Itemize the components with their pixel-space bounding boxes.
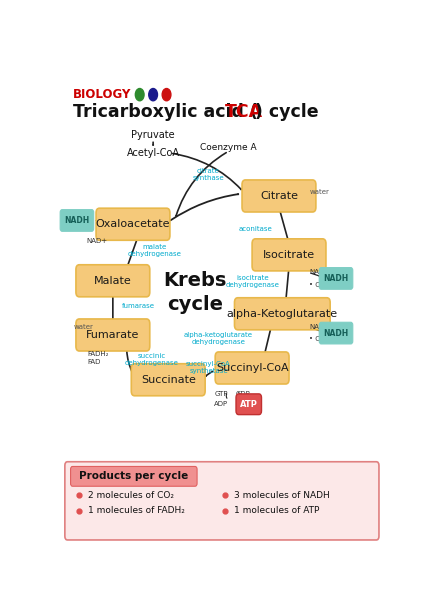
Circle shape bbox=[162, 89, 171, 101]
Text: BIOLOGY: BIOLOGY bbox=[73, 88, 131, 101]
Text: malate
dehydrogenase: malate dehydrogenase bbox=[128, 244, 182, 257]
Circle shape bbox=[136, 89, 144, 101]
Text: Coenzyme A: Coenzyme A bbox=[200, 143, 257, 152]
Text: aconitase: aconitase bbox=[239, 226, 272, 232]
FancyBboxPatch shape bbox=[319, 267, 353, 289]
Text: GTP: GTP bbox=[214, 391, 228, 397]
Text: Krebs
cycle: Krebs cycle bbox=[163, 271, 227, 314]
Text: Fumarate: Fumarate bbox=[86, 330, 139, 340]
Text: alpha-ketoglutarate
dehydrogenase: alpha-ketoglutarate dehydrogenase bbox=[184, 332, 253, 345]
FancyBboxPatch shape bbox=[252, 239, 326, 271]
Text: FADH₂: FADH₂ bbox=[87, 351, 109, 357]
Text: FAD: FAD bbox=[87, 359, 100, 365]
Text: water: water bbox=[310, 189, 330, 195]
Text: fumarase: fumarase bbox=[122, 303, 155, 309]
Text: NADH: NADH bbox=[323, 329, 349, 338]
FancyBboxPatch shape bbox=[235, 298, 330, 330]
Text: ADP: ADP bbox=[214, 401, 228, 407]
FancyBboxPatch shape bbox=[242, 180, 316, 212]
Text: succinic
dehydrogenase: succinic dehydrogenase bbox=[125, 353, 178, 366]
Text: NAD+: NAD+ bbox=[86, 238, 107, 244]
Text: Tricarboxylic acid (: Tricarboxylic acid ( bbox=[73, 103, 258, 121]
Text: succinyl-CoA
synthetase: succinyl-CoA synthetase bbox=[186, 362, 231, 375]
Text: 2 molecules of CO₂: 2 molecules of CO₂ bbox=[87, 491, 174, 500]
Text: Pyruvate: Pyruvate bbox=[131, 130, 175, 140]
Text: isocitrate
dehydrogenase: isocitrate dehydrogenase bbox=[226, 275, 280, 288]
Text: water: water bbox=[74, 324, 94, 330]
FancyBboxPatch shape bbox=[71, 466, 197, 487]
Text: Succinyl-CoA: Succinyl-CoA bbox=[216, 363, 288, 373]
Text: Succinate: Succinate bbox=[141, 375, 196, 385]
Text: • CO₂: • CO₂ bbox=[309, 336, 328, 342]
Text: NADH: NADH bbox=[65, 216, 90, 225]
Text: Acetyl-CoA: Acetyl-CoA bbox=[126, 148, 180, 158]
Text: citrate
synthase: citrate synthase bbox=[193, 168, 224, 181]
FancyBboxPatch shape bbox=[76, 319, 150, 351]
FancyBboxPatch shape bbox=[65, 461, 379, 540]
Text: 1 molecules of ATP: 1 molecules of ATP bbox=[234, 506, 319, 515]
Text: GDP: GDP bbox=[236, 391, 250, 397]
FancyBboxPatch shape bbox=[215, 352, 289, 384]
Text: 1 molecules of FADH₂: 1 molecules of FADH₂ bbox=[87, 506, 184, 515]
Text: TCA: TCA bbox=[225, 103, 263, 121]
Text: ) cycle: ) cycle bbox=[255, 103, 319, 121]
Text: Isocitrate: Isocitrate bbox=[263, 250, 315, 260]
Text: Oxaloacetate: Oxaloacetate bbox=[96, 219, 170, 230]
Text: alpha-Ketoglutarate: alpha-Ketoglutarate bbox=[227, 309, 338, 319]
FancyBboxPatch shape bbox=[96, 208, 170, 241]
Text: 3 molecules of NADH: 3 molecules of NADH bbox=[234, 491, 330, 500]
Text: NADH: NADH bbox=[323, 274, 349, 283]
FancyBboxPatch shape bbox=[76, 265, 150, 297]
FancyBboxPatch shape bbox=[60, 210, 94, 231]
FancyBboxPatch shape bbox=[319, 323, 353, 344]
Text: • CO₂: • CO₂ bbox=[309, 282, 328, 288]
Circle shape bbox=[149, 89, 158, 101]
Text: Malate: Malate bbox=[94, 276, 132, 286]
FancyBboxPatch shape bbox=[131, 364, 205, 396]
Text: Citrate: Citrate bbox=[260, 191, 298, 201]
FancyBboxPatch shape bbox=[236, 394, 262, 414]
Text: Products per cycle: Products per cycle bbox=[79, 471, 189, 482]
Text: NAD+: NAD+ bbox=[309, 324, 330, 330]
Text: ATP: ATP bbox=[240, 400, 258, 409]
Text: NAD+: NAD+ bbox=[309, 269, 330, 275]
